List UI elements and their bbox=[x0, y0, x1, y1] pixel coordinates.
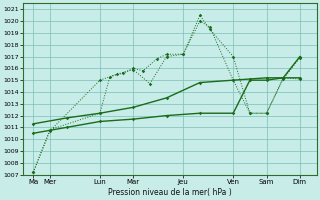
X-axis label: Pression niveau de la mer( hPa ): Pression niveau de la mer( hPa ) bbox=[108, 188, 232, 197]
